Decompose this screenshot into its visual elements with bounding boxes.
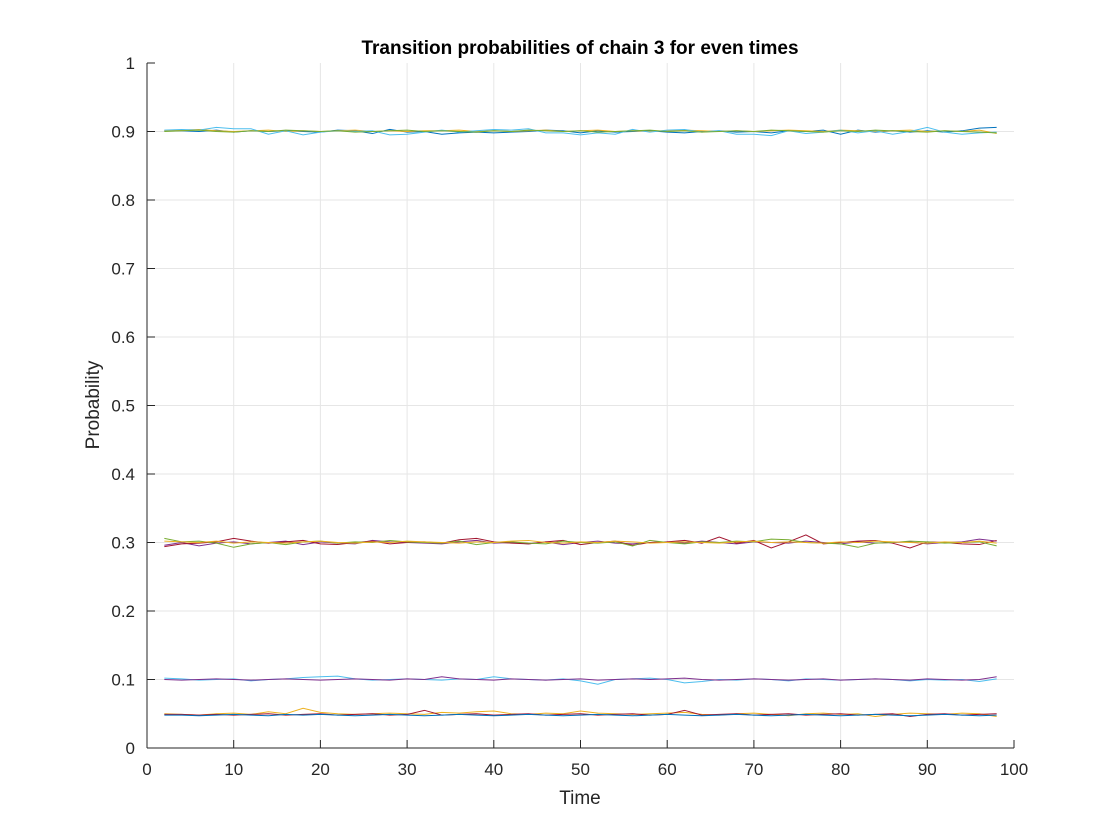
x-tick-label: 0 [142,760,151,779]
series-line-1 [164,126,997,135]
x-tick-label: 90 [918,760,937,779]
x-axis-label: Time [559,788,601,809]
y-tick-label: 0.1 [111,671,135,690]
y-tick-label: 0.9 [111,123,135,142]
y-tick-label: 0.6 [111,328,135,347]
y-axis-label: Probability [83,360,104,449]
y-tick-label: 0.8 [111,191,135,210]
tick-labels: 0 10 20 30 40 50 60 70 80 90 100 0 0.1 0.2 0.3 0.4 0.5 0.… [111,54,1028,779]
y-tick-label: 0.4 [111,465,135,484]
series-line-13 [164,713,997,717]
series-line-4 [164,129,997,134]
y-tick-label: 0 [126,739,135,758]
y-tick-label: 0.2 [111,602,135,621]
axes [146,62,1015,749]
chart-title: Transition probabilities of chain 3 for … [361,38,798,59]
series-line-6 [164,534,997,549]
x-tick-label: 40 [484,760,503,779]
x-tick-label: 10 [224,760,243,779]
x-tick-label: 100 [1000,760,1028,779]
series-line-11 [164,707,997,717]
series-line-10 [164,676,997,681]
x-tick-label: 70 [744,760,763,779]
x-tick-label: 50 [571,760,590,779]
y-tick-label: 0.7 [111,260,135,279]
y-tick-label: 0.5 [111,397,135,416]
x-tick-label: 20 [311,760,330,779]
x-tick-label: 30 [398,760,417,779]
x-tick-label: 80 [831,760,850,779]
series-line-8 [164,539,997,544]
x-tick-label: 60 [658,760,677,779]
y-tick-label: 0.3 [111,534,135,553]
y-tick-label: 1 [126,54,135,73]
series-line-3 [164,126,997,137]
